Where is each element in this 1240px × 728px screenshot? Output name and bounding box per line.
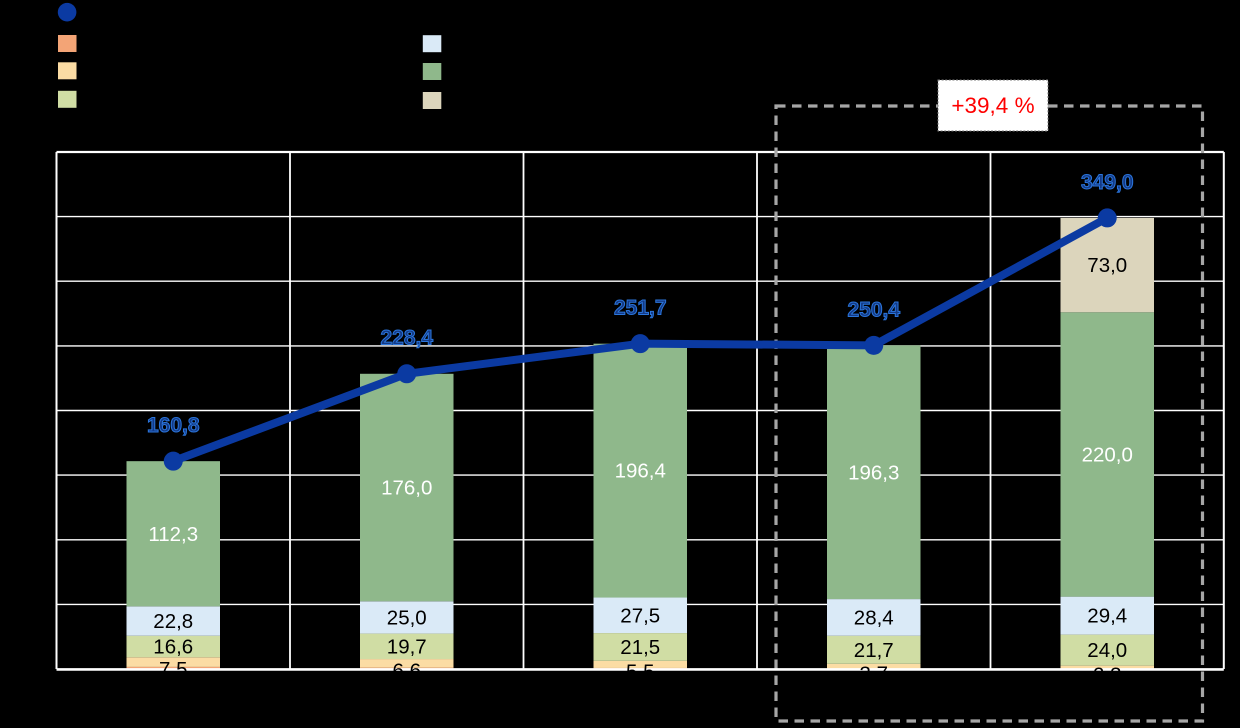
svg-text:220,0: 220,0	[1082, 444, 1133, 467]
svg-text:176,0: 176,0	[381, 477, 432, 500]
svg-text:196,3: 196,3	[848, 461, 899, 484]
svg-text:22,8: 22,8	[153, 610, 193, 633]
svg-text:7,5: 7,5	[159, 658, 188, 681]
svg-text:21,7: 21,7	[854, 639, 894, 662]
svg-text:6,6: 6,6	[393, 659, 422, 682]
svg-text:3,7: 3,7	[860, 662, 889, 685]
svg-text:112,3: 112,3	[148, 523, 198, 546]
svg-text:21,5: 21,5	[620, 636, 660, 659]
svg-text:+39,4 %: +39,4 %	[951, 93, 1034, 118]
svg-text:19,7: 19,7	[387, 635, 427, 658]
svg-text:25,0: 25,0	[387, 606, 427, 629]
svg-text:16,6: 16,6	[153, 636, 193, 659]
svg-text:5,5: 5,5	[626, 661, 655, 684]
svg-text:29,4: 29,4	[1087, 605, 1127, 628]
svg-text:2,3: 2,3	[1093, 663, 1122, 686]
svg-text:28,4: 28,4	[854, 606, 894, 629]
svg-text:73,0: 73,0	[1087, 254, 1127, 277]
svg-text:250,4: 250,4	[847, 298, 900, 321]
svg-text:196,4: 196,4	[615, 460, 666, 483]
svg-text:349,0: 349,0	[1081, 171, 1134, 194]
svg-text:251,7: 251,7	[614, 297, 667, 320]
svg-text:27,5: 27,5	[620, 604, 660, 627]
svg-text:228,4: 228,4	[380, 327, 433, 350]
svg-text:24,0: 24,0	[1087, 639, 1127, 662]
svg-text:160,8: 160,8	[147, 414, 200, 437]
